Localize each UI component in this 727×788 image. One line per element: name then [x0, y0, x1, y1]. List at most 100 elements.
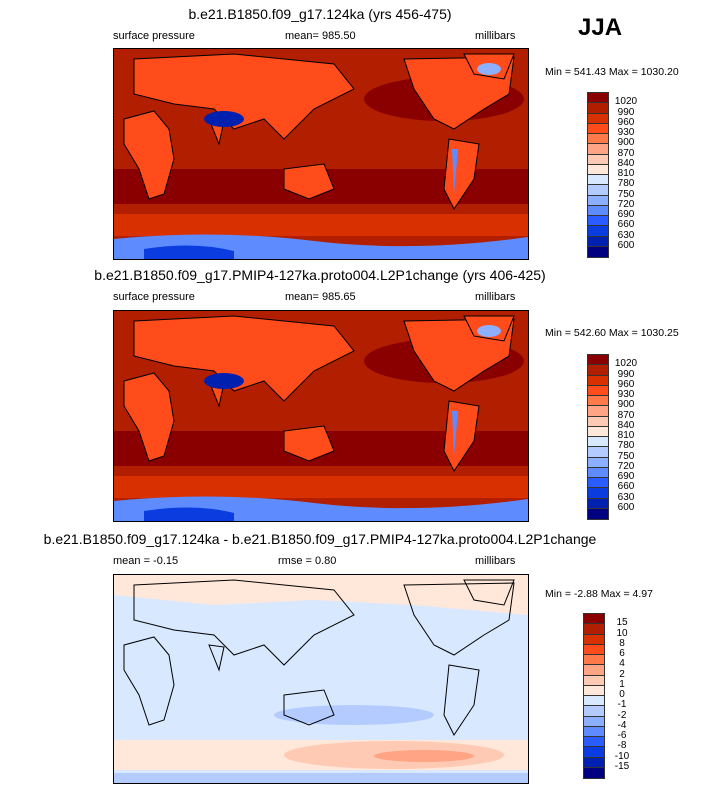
colorbar-tick-label: 780 [617, 440, 635, 452]
colorbar-swatch [588, 508, 608, 519]
continent-outline-india [208, 644, 225, 672]
panel-3-title: b.e21.B1850.f09_g17.124ka - b.e21.B1850.… [43, 531, 597, 547]
colorbar-swatch [588, 437, 608, 448]
panel-1-mean-label: mean= 985.50 [285, 30, 356, 42]
colorbar-swatch [588, 113, 608, 124]
southern-ocean-band [114, 476, 528, 498]
continent-outline-africa [123, 636, 175, 726]
colorbar-tick-label: 1020 [614, 358, 638, 370]
colorbar-tick-label: 1020 [614, 96, 638, 108]
colorbar-tick-label: 720 [617, 198, 635, 210]
positive-anomaly-core [374, 750, 474, 762]
panel-3-min-max: Min = -2.88 Max = 4.97 [545, 588, 653, 600]
colorbar-swatch [588, 447, 608, 458]
panel-1-units-label: millibars [475, 30, 516, 42]
colorbar-swatch [584, 737, 604, 748]
colorbar-swatch [588, 134, 608, 145]
panel-2-mean-label: mean= 985.65 [285, 291, 356, 303]
panel-3-difference-map [113, 574, 529, 784]
colorbar-swatch [588, 478, 608, 489]
colorbar-swatch [588, 406, 608, 417]
greenland-ice [477, 63, 501, 75]
colorbar-tick-label: -10 [614, 750, 630, 762]
colorbar-swatch [584, 757, 604, 768]
colorbar-swatch [588, 426, 608, 437]
colorbar-swatch [584, 726, 604, 737]
colorbar-tick-label: 810 [617, 430, 635, 441]
colorbar-tick-label: 960 [617, 378, 635, 390]
colorbar-swatch [588, 236, 608, 247]
colorbar-swatch [588, 144, 608, 155]
colorbar-tick-label: 870 [617, 409, 635, 421]
colorbar-tick-label: 750 [617, 450, 635, 462]
tibetan-plateau [204, 111, 244, 127]
colorbar-swatch [588, 185, 608, 196]
colorbar-tick-label: 0 [619, 689, 625, 700]
colorbar-tick-label: 870 [617, 147, 635, 159]
colorbar-swatch [588, 498, 608, 509]
panel-2-variable-label: surface pressure [113, 291, 195, 303]
colorbar-tick-label: -1 [617, 699, 627, 711]
colorbar-swatch [588, 164, 608, 175]
colorbar-tick-label: 810 [617, 168, 635, 179]
colorbar-tick-label: 660 [617, 219, 635, 231]
colorbar-swatch [588, 375, 608, 386]
colorbar-swatch [588, 365, 608, 376]
colorbar-swatch [588, 488, 608, 499]
colorbar-tick-label: 780 [617, 178, 635, 190]
colorbar-swatch [588, 195, 608, 206]
negative-anomaly [274, 705, 434, 725]
colorbar-swatch [588, 457, 608, 468]
colorbar-tick-label: 990 [617, 368, 635, 380]
colorbar-tick-label: 840 [617, 157, 635, 169]
colorbar-swatch [584, 675, 604, 686]
colorbar-swatch [588, 103, 608, 114]
panel-3-mean-label: mean = -0.15 [113, 555, 179, 567]
panel-1-title: b.e21.B1850.f09_g17.124ka (yrs 456-475) [188, 6, 452, 22]
colorbar-swatch [584, 634, 604, 645]
colorbar-tick-label: 930 [617, 127, 635, 138]
continent-outline-australia [283, 689, 335, 726]
colorbar-tick-label: 690 [617, 209, 635, 220]
antarctica-plateau [144, 245, 234, 259]
panel-1-colorbar [587, 92, 609, 258]
colorbar-tick-label: 6 [619, 648, 625, 659]
colorbar-swatch [584, 716, 604, 727]
continent-outline-north-america [403, 582, 515, 656]
colorbar-swatch [584, 747, 604, 758]
tibetan-plateau [204, 373, 244, 389]
colorbar-swatch [584, 685, 604, 696]
antarctica-plateau [144, 507, 234, 521]
colorbar-tick-label: 4 [619, 658, 625, 670]
season-label: JJA [578, 14, 623, 41]
colorbar-swatch [588, 154, 608, 165]
continent-africa [123, 110, 175, 200]
antarctic-negative [114, 773, 528, 783]
panel-2-surface-pressure-map [113, 310, 529, 522]
colorbar-swatch [584, 644, 604, 655]
andes [452, 411, 458, 456]
colorbar-tick-label: 2 [619, 668, 625, 680]
continent-africa [123, 372, 175, 462]
panel-3-colorbar [583, 613, 605, 779]
colorbar-tick-label: -8 [617, 740, 627, 752]
colorbar-tick-label: 750 [617, 188, 635, 200]
continent-outline-greenland [463, 579, 515, 606]
colorbar-tick-label: 960 [617, 116, 635, 128]
southern-ocean-band [114, 214, 528, 236]
colorbar-tick-label: 930 [617, 389, 635, 400]
continent-eurasia [133, 53, 355, 140]
panel-1-min-max: Min = 541.43 Max = 1030.20 [545, 66, 679, 78]
colorbar-tick-label: 720 [617, 460, 635, 472]
colorbar-swatch [584, 614, 604, 625]
colorbar-swatch [584, 767, 604, 778]
continent-outline-eurasia [133, 579, 355, 666]
colorbar-swatch [588, 385, 608, 396]
colorbar-tick-label: 690 [617, 471, 635, 482]
panel-3-rmse-label: rmse = 0.80 [278, 555, 337, 567]
panel-2-title: b.e21.B1850.f09_g17.PMIP4-127ka.proto004… [94, 267, 546, 283]
colorbar-swatch [588, 216, 608, 227]
colorbar-tick-label: 600 [617, 501, 635, 513]
colorbar-swatch [584, 665, 604, 676]
